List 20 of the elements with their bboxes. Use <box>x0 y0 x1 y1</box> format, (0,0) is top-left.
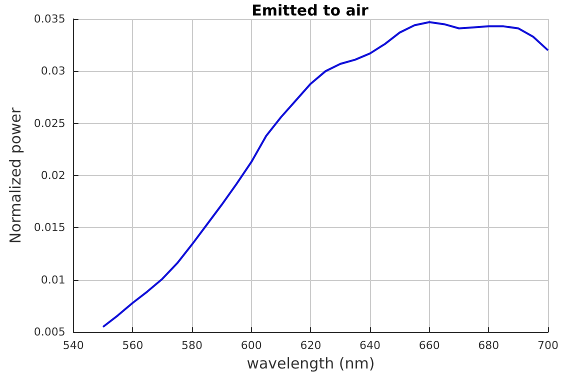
x-tick-label: 600 <box>240 339 262 352</box>
y-axis-title: Normalized power <box>6 106 24 244</box>
x-tick-label: 680 <box>478 339 500 352</box>
y-tick-label: 0.025 <box>34 116 66 130</box>
y-tick-label: 0.005 <box>34 326 66 339</box>
x-tick-label: 580 <box>182 339 203 352</box>
x-tick-label: 640 <box>360 339 381 352</box>
x-tick-label: 620 <box>300 339 322 352</box>
y-tick-label: 0.035 <box>34 12 66 26</box>
x-tick-label: 700 <box>538 339 558 352</box>
chart-title: Emitted to air <box>252 2 370 20</box>
y-tick-label: 0.015 <box>34 221 66 234</box>
line-series <box>102 21 549 328</box>
x-tick-label: 540 <box>62 339 84 352</box>
x-tick-label: 560 <box>122 339 144 352</box>
y-tick-label: 0.03 <box>40 64 66 78</box>
x-axis-title: wavelength (nm) <box>246 354 375 372</box>
y-tick-label: 0.02 <box>40 169 66 182</box>
y-tick-label: 0.01 <box>40 273 66 286</box>
x-tick-label: 660 <box>418 339 440 352</box>
